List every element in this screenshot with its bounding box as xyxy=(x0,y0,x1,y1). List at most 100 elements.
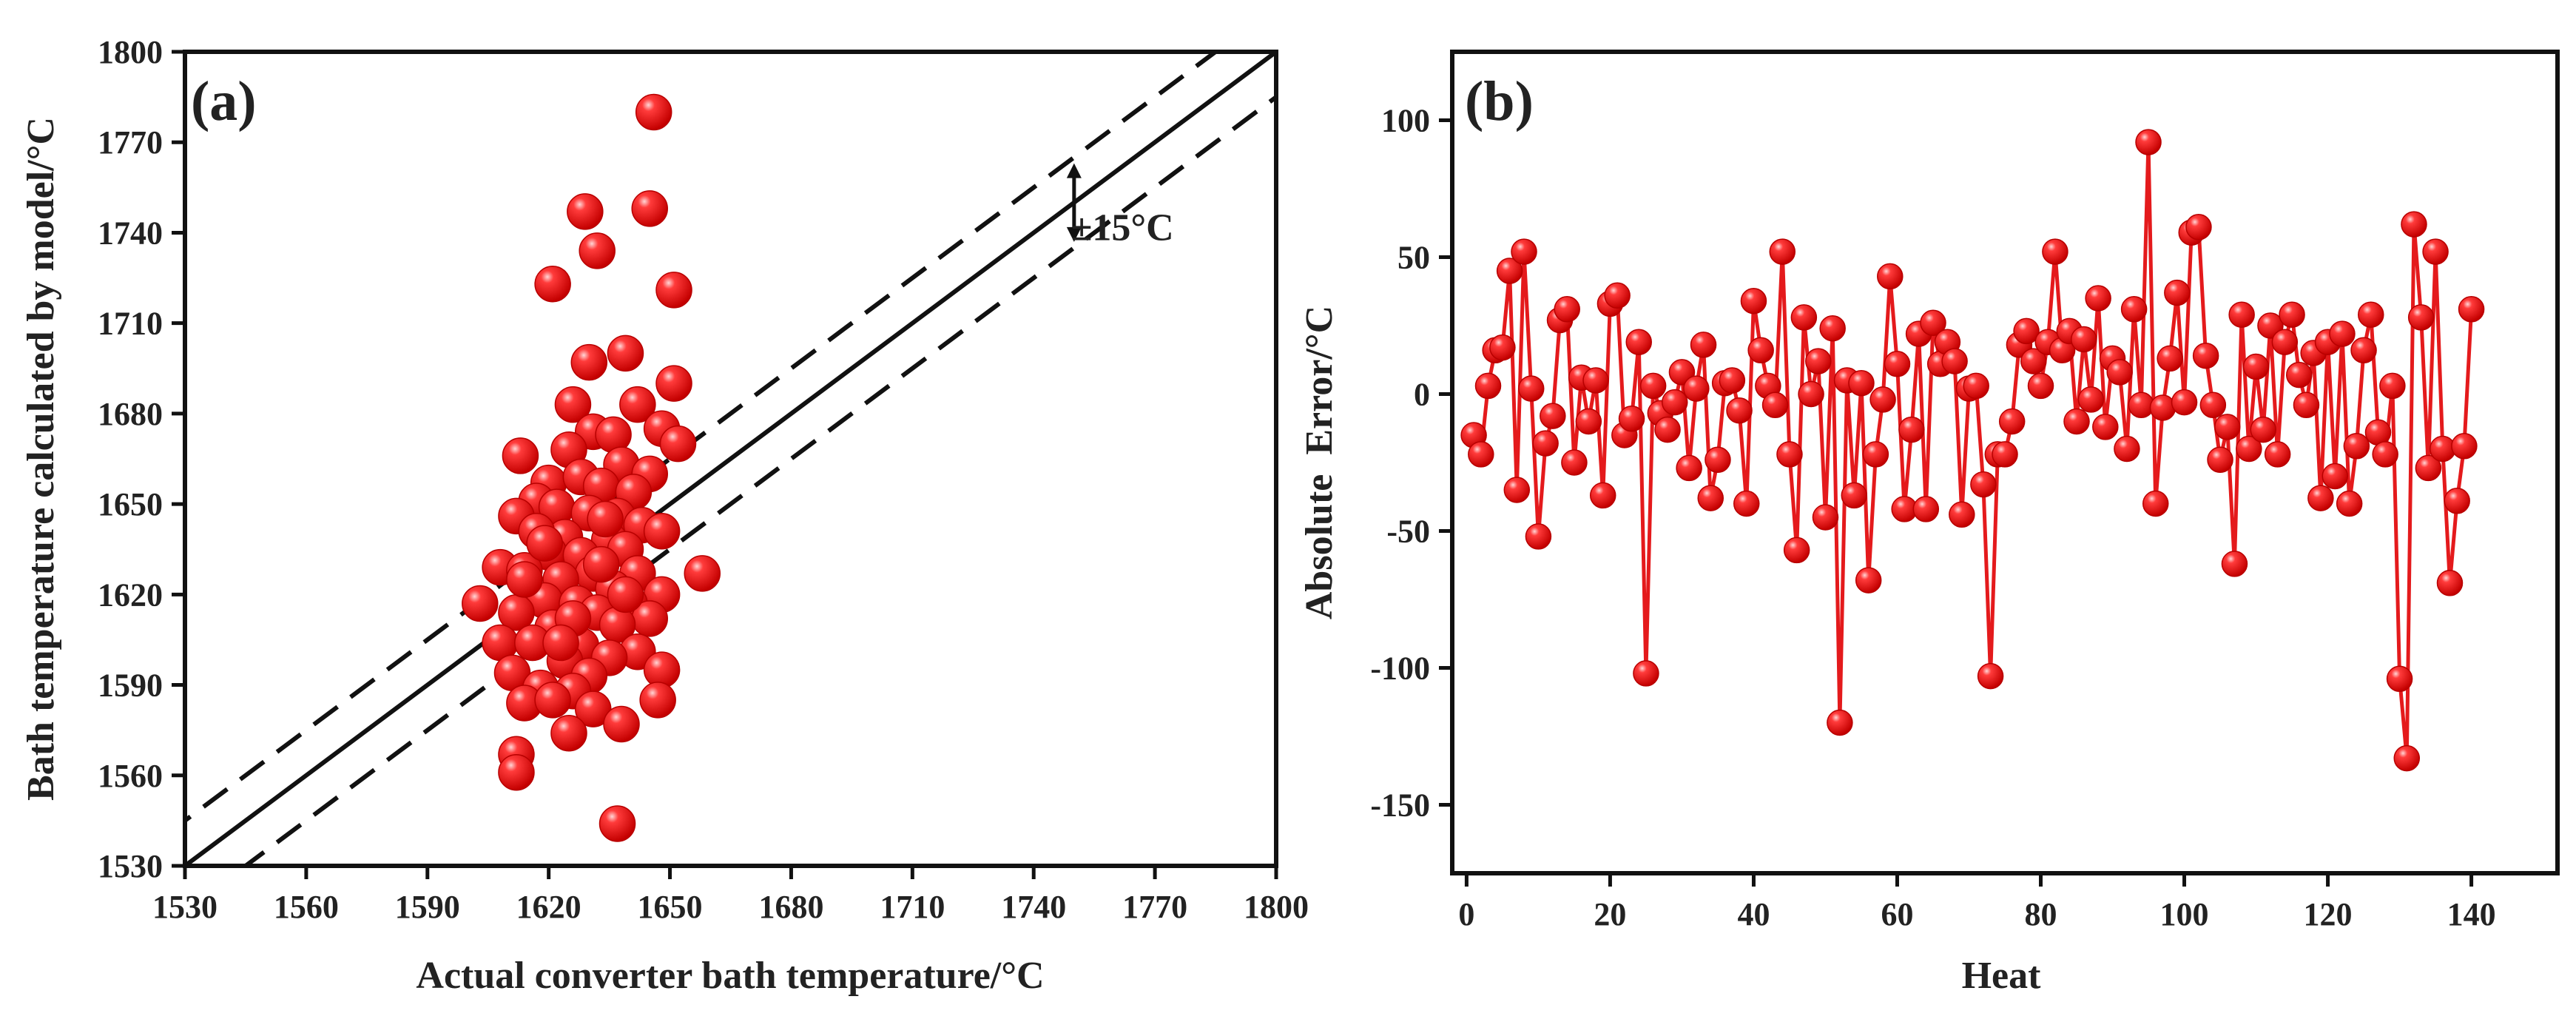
scatter-point xyxy=(631,190,668,227)
reference-line-identity xyxy=(185,52,1276,866)
x-axis-label-b: Heat xyxy=(1962,955,2042,997)
scatter-point xyxy=(587,500,624,538)
plot-frame-b xyxy=(1450,50,2560,875)
x-tick-label: 1740 xyxy=(1001,889,1066,925)
series-point xyxy=(1554,296,1580,323)
series-point xyxy=(1877,263,1904,290)
series-point xyxy=(2228,301,2255,328)
x-tick-label: 1710 xyxy=(880,889,945,925)
series-point xyxy=(1496,258,1523,284)
series-point xyxy=(1848,369,1875,397)
series-point xyxy=(1719,367,1746,394)
series-point xyxy=(2264,441,2291,468)
scatter-point xyxy=(506,561,543,598)
x-tick-label: 40 xyxy=(1737,896,1770,932)
series-point xyxy=(1676,454,1702,482)
series-point xyxy=(1474,372,1502,400)
x-tick-label: 1530 xyxy=(152,889,218,925)
scatter-point xyxy=(579,232,616,269)
series-point xyxy=(2142,490,2169,517)
series-point xyxy=(2250,416,2276,443)
y-axis-label-a: Bath temperature calculated by model/°C xyxy=(20,117,62,801)
x-tick-label: 1590 xyxy=(395,889,460,925)
series-point xyxy=(2221,551,2248,577)
series-point xyxy=(1977,662,2004,690)
y-tick-label: 0 xyxy=(1414,377,1430,413)
scatter-point xyxy=(526,525,563,562)
series-point xyxy=(1783,537,1810,564)
scatter-point xyxy=(603,705,640,743)
series-point xyxy=(1733,490,1760,517)
y-tick-label: 1650 xyxy=(98,486,163,522)
series-point xyxy=(2157,345,2183,372)
panel-a-scatter-chart: 1530 1560 1590 1620 1650 1680 1710 1740 1770 1800… xyxy=(20,34,1309,997)
series-point xyxy=(1790,304,1818,331)
scatter-point xyxy=(643,513,681,550)
series-point xyxy=(2279,301,2305,328)
y-tick-label: -150 xyxy=(1370,787,1430,824)
x-tick-label: 1620 xyxy=(516,889,581,925)
series-point xyxy=(1503,477,1531,503)
series-point xyxy=(1998,408,2026,435)
x-tick-label: 1560 xyxy=(274,889,339,925)
series-point xyxy=(2120,296,2148,323)
scatter-point xyxy=(655,365,692,402)
y-axis-label-b: Absolute Error/°C xyxy=(1298,306,1341,619)
series-points xyxy=(1460,129,2485,772)
series-point xyxy=(2077,386,2105,413)
series-point xyxy=(1740,287,1767,315)
series-point xyxy=(1697,485,1724,511)
series-point xyxy=(1575,408,1602,435)
scatter-point xyxy=(502,437,539,474)
series-point xyxy=(2379,372,2406,400)
series-point xyxy=(1589,482,1616,509)
x-axis-ticks-a: 1530 1560 1590 1620 1650 1680 1710 1740 1770 1800 xyxy=(152,866,1309,925)
y-tick-label: 1770 xyxy=(98,124,163,161)
series-point xyxy=(2444,488,2470,514)
scatter-point xyxy=(534,682,571,719)
series-point xyxy=(2372,441,2398,468)
series-point xyxy=(1819,315,1846,342)
series-point xyxy=(2436,570,2464,596)
series-point xyxy=(2164,279,2191,306)
scatter-point xyxy=(619,386,656,423)
scatter-point xyxy=(684,555,721,592)
scatter-point xyxy=(550,714,587,752)
series-point xyxy=(1582,367,1609,394)
series-point xyxy=(2042,238,2068,265)
x-tick-label: 1800 xyxy=(1244,889,1309,925)
series-point xyxy=(2364,419,2392,446)
series-point xyxy=(2135,129,2162,155)
y-tick-label: -100 xyxy=(1370,650,1430,687)
scatter-point xyxy=(659,425,697,463)
series-point xyxy=(2013,317,2040,345)
scatter-point xyxy=(635,93,672,131)
arrow-head-up-icon xyxy=(1066,163,1082,178)
y-tick-label: 1560 xyxy=(98,758,163,794)
reference-line-plus-15 xyxy=(185,52,1220,824)
y-tick-label: 50 xyxy=(1397,240,1430,276)
tolerance-annotation: ±15°C xyxy=(1066,163,1174,249)
y-tick-label: 1620 xyxy=(98,576,163,613)
y-tick-label: 1530 xyxy=(98,848,163,884)
x-tick-label: 60 xyxy=(1881,896,1913,932)
series-point xyxy=(2242,353,2270,380)
y-axis-ticks-b: -150 -100 -50 0 50 100 xyxy=(1370,103,1452,824)
series-point xyxy=(2307,485,2334,511)
series-point xyxy=(2192,342,2219,369)
series-point xyxy=(1970,471,1997,498)
series-point xyxy=(2185,214,2212,241)
series-point xyxy=(2171,389,2198,416)
series-point xyxy=(1992,441,2018,468)
scatter-point xyxy=(599,805,636,842)
series-point xyxy=(1827,709,1853,736)
x-tick-label: 1650 xyxy=(638,889,703,925)
y-axis-ticks-a: 1530 1560 1590 1620 1650 1680 1710 1740 1770 1800 xyxy=(98,34,185,884)
y-tick-label: 1800 xyxy=(98,34,163,70)
series-point xyxy=(2350,337,2377,364)
series-point xyxy=(1841,482,1868,509)
x-tick-label: 1770 xyxy=(1122,889,1187,925)
series-point xyxy=(2236,435,2262,463)
series-point xyxy=(1884,351,1911,377)
